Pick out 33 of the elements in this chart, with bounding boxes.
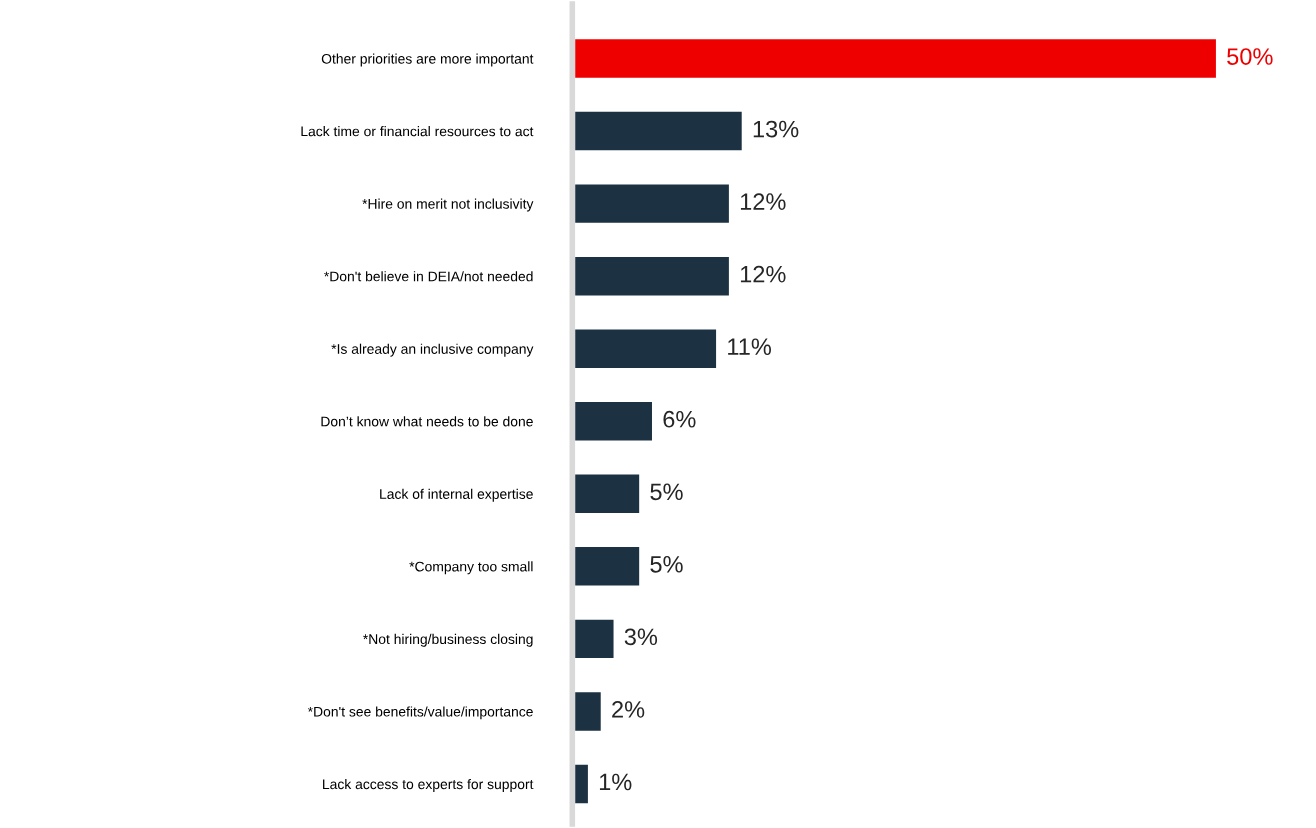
bar [575,184,729,223]
data-label: 2% [612,701,645,718]
y-tick-label: *Not hiring/business closing [363,633,533,647]
bar [575,402,652,441]
y-tick-label: Other priorities are more important [321,53,534,67]
data-label: 13% [753,120,799,138]
data-label: 12% [740,265,786,283]
data-label: 50% [1227,48,1273,65]
y-tick-label: *Hire on merit not inclusivity [362,198,534,212]
data-label: 3% [624,628,658,646]
bar [575,256,729,296]
bar [575,547,640,586]
data-label: 5% [650,483,683,501]
data-label: 1% [599,773,632,791]
y-tick-label: Don’t know what needs to be done [321,416,533,427]
y-tick-label: Lack time or financial resources to act [301,126,534,137]
data-label: 11% [728,338,771,355]
y-tick-label: Lack of internal expertise [380,488,533,502]
bar [575,619,614,659]
bar [575,329,717,368]
y-tick-label: *Don't believe in DEIA/not needed [324,271,533,282]
bar [575,39,1216,78]
data-label: 12% [740,193,786,210]
y-tick-label: *Is already an inclusive company [331,343,534,357]
data-label: 5% [650,556,683,573]
bar [575,111,742,151]
bar [575,692,601,731]
bar [575,764,588,804]
y-tick-label: *Don't see benefits/value/importance [307,706,533,720]
y-tick-label: Lack access to experts for support [323,778,534,792]
bar [575,474,640,514]
data-label: 6% [663,410,696,428]
y-tick-label: *Company too small [409,561,533,575]
